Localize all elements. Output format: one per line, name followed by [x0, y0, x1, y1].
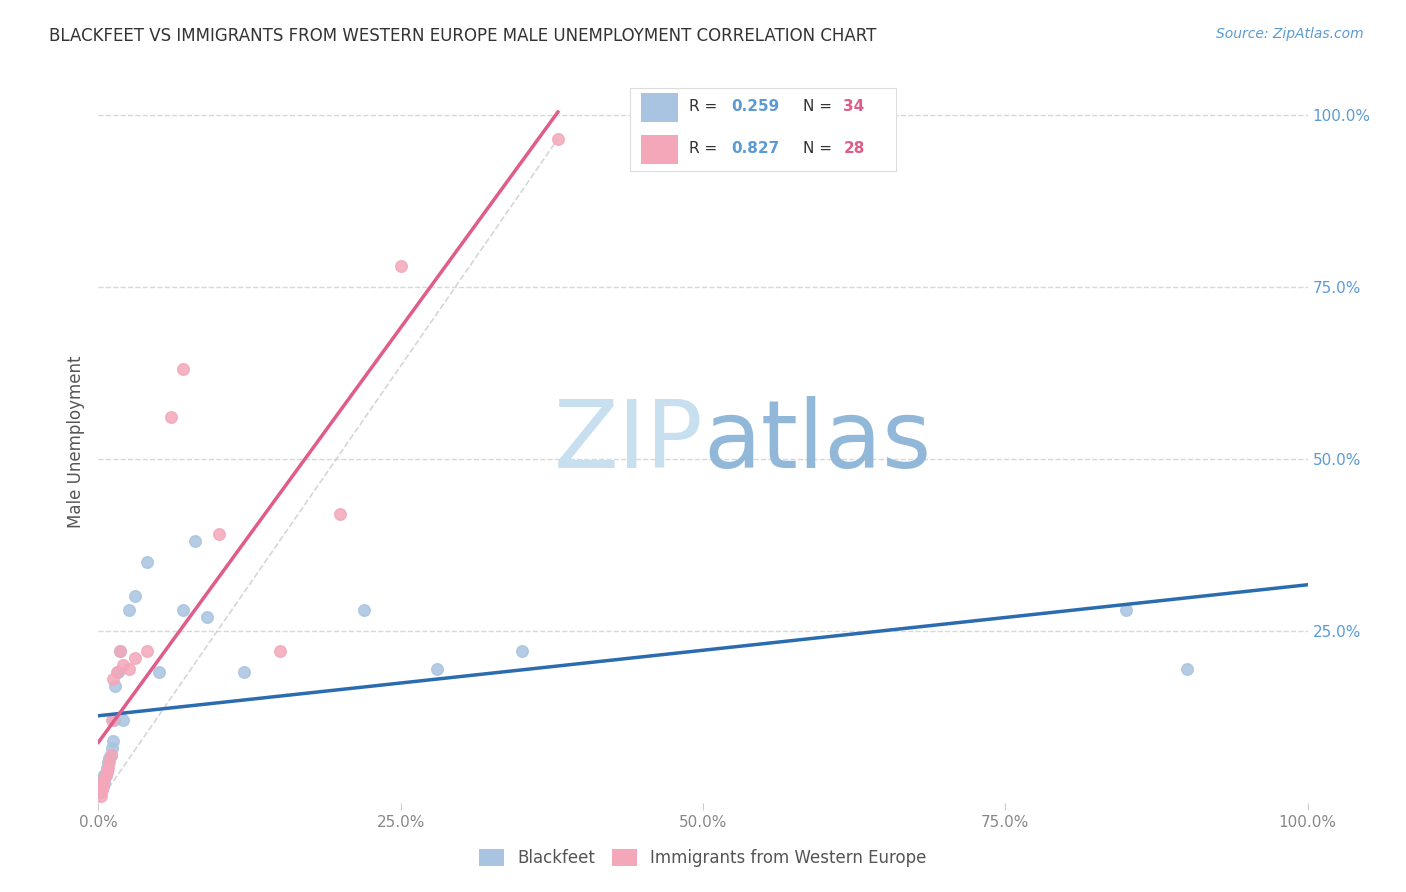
Point: [208, 527, 231, 541]
Point: [90, 779, 112, 793]
Point: [111, 658, 134, 673]
Point: [510, 644, 533, 658]
Point: [91, 772, 114, 786]
Point: [124, 651, 146, 665]
Text: BLACKFEET VS IMMIGRANTS FROM WESTERN EUROPE MALE UNEMPLOYMENT CORRELATION CHART: BLACKFEET VS IMMIGRANTS FROM WESTERN EUR…: [49, 27, 876, 45]
Point: [124, 590, 146, 604]
Point: [94, 768, 117, 782]
Point: [96, 761, 118, 775]
Point: [91, 779, 114, 793]
Point: [91, 779, 114, 793]
Point: [1175, 662, 1198, 676]
Point: [172, 603, 194, 617]
Point: [97, 761, 120, 775]
Point: [100, 747, 122, 762]
Point: [135, 555, 157, 569]
Point: [94, 768, 117, 782]
Point: [195, 610, 218, 624]
Point: [101, 734, 124, 748]
Point: [118, 662, 141, 676]
Point: [91, 775, 114, 789]
Text: ZIP: ZIP: [554, 395, 703, 488]
Point: [91, 775, 114, 789]
Point: [108, 644, 131, 658]
Point: [426, 662, 449, 676]
Point: [104, 679, 127, 693]
Point: [329, 507, 352, 521]
Point: [96, 764, 118, 779]
Point: [135, 644, 157, 658]
Point: [89, 782, 111, 797]
Point: [111, 713, 134, 727]
Point: [93, 775, 115, 789]
Point: [89, 785, 111, 799]
Point: [184, 534, 207, 549]
Point: [100, 747, 122, 762]
Point: [103, 713, 125, 727]
Point: [100, 713, 122, 727]
Point: [172, 362, 194, 376]
Point: [547, 132, 569, 146]
Point: [90, 782, 112, 797]
Point: [1115, 603, 1137, 617]
Text: Source: ZipAtlas.com: Source: ZipAtlas.com: [1216, 27, 1364, 41]
Point: [93, 772, 115, 786]
Point: [90, 785, 112, 799]
Point: [269, 644, 291, 658]
Point: [107, 665, 129, 679]
Point: [91, 782, 114, 797]
Point: [389, 259, 412, 273]
Point: [118, 603, 141, 617]
Point: [98, 751, 121, 765]
Point: [91, 782, 114, 797]
Point: [93, 768, 115, 782]
Point: [101, 672, 124, 686]
Text: atlas: atlas: [703, 395, 931, 488]
Point: [98, 755, 121, 769]
Point: [353, 603, 375, 617]
Point: [148, 665, 170, 679]
Point: [160, 410, 183, 425]
Point: [232, 665, 254, 679]
Point: [91, 779, 114, 793]
Point: [97, 755, 120, 769]
Point: [100, 740, 122, 755]
Point: [108, 644, 131, 658]
Y-axis label: Male Unemployment: Male Unemployment: [66, 355, 84, 528]
Legend: Blackfeet, Immigrants from Western Europe: Blackfeet, Immigrants from Western Europ…: [472, 842, 934, 874]
Point: [90, 789, 112, 803]
Point: [105, 665, 128, 679]
